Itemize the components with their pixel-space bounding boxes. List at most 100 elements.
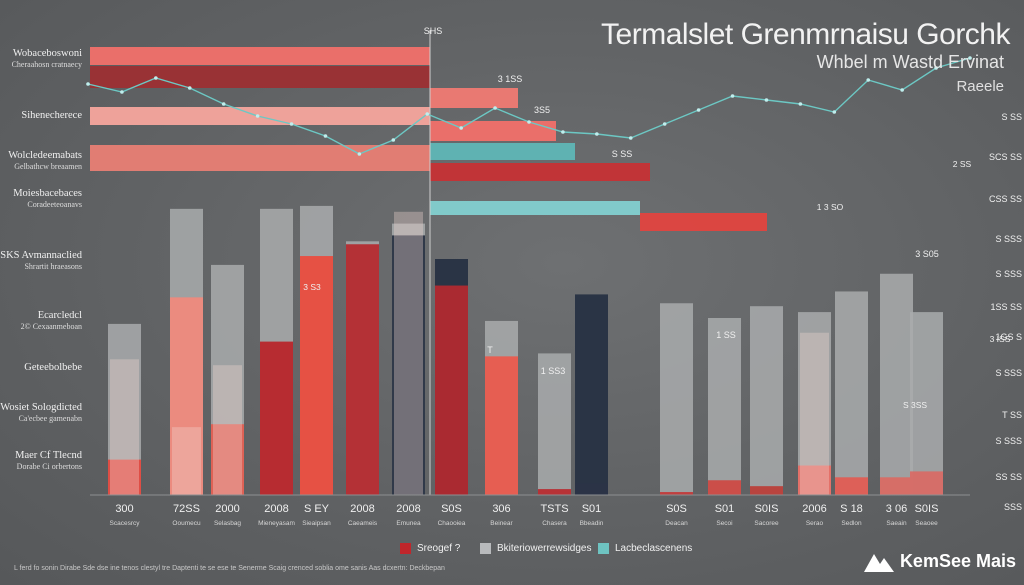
- brand-name: KemSee Mais: [899, 550, 1016, 571]
- trend-point-22: [798, 102, 803, 106]
- trend-point-27: [968, 56, 972, 60]
- hbar-5: [430, 121, 556, 141]
- footnote: L ferd fo sonin Dirabe Sde dse ine tenos…: [14, 565, 445, 572]
- row-label-sub: Cheraahosn cratnaecy: [11, 60, 82, 69]
- bar-grey-10: [538, 353, 571, 495]
- x-sublabel-13: Secoi: [716, 520, 732, 527]
- hbar-8: [430, 163, 650, 181]
- trend-point-15: [561, 130, 565, 134]
- row-label-main: Moiesbacebaces: [13, 188, 82, 199]
- bar-grey-11: [575, 294, 608, 495]
- x-tick-14: S0IS: [755, 503, 779, 515]
- x-sublabel-4: Mieneyasam: [258, 520, 295, 527]
- x-sublabel-5: Sieaipsan: [302, 520, 331, 527]
- trend-point-21: [764, 98, 769, 102]
- trend-point-7: [289, 122, 294, 126]
- brand-logo: KemSee Mais: [863, 550, 1016, 572]
- x-sublabel-8: Chaooiea: [438, 520, 466, 527]
- hbar-2: [90, 66, 430, 88]
- trend-point-5: [221, 102, 226, 106]
- right-tick-1: S SS: [1001, 112, 1022, 122]
- chart-subtitle-2: Raeele: [956, 78, 1004, 95]
- x-tick-4: 2008: [264, 503, 288, 515]
- bar-red-17: [880, 477, 913, 495]
- hbar-6: [90, 145, 430, 171]
- trend-point-1: [86, 82, 90, 86]
- x-tick-8: S0S: [441, 503, 462, 515]
- bar-red-14: [750, 486, 783, 495]
- legend-swatch-3: [598, 543, 609, 554]
- row-label-5: SKS Avmannaclied Shrartit hraeasons: [0, 250, 82, 272]
- trend-point-6: [255, 114, 260, 118]
- row-label-sub: Gelbathcw breaamen: [14, 162, 82, 171]
- right-tick-10: S SSS: [995, 436, 1022, 446]
- trend-point-23: [832, 110, 837, 114]
- trend-point-10: [391, 138, 396, 142]
- annotation-4: T: [487, 345, 493, 355]
- trend-point-14: [527, 120, 531, 124]
- row-label-6: Ecarcledcl 2© Cexaanmeboan: [0, 310, 82, 332]
- x-sublabel-11: Bbeadin: [580, 520, 604, 527]
- x-tick-11: S01: [582, 503, 602, 515]
- row-label-main: Geteebolbebe: [24, 362, 82, 373]
- row-label-main: Maer Cf Tlecnd: [15, 450, 82, 461]
- row-label-4: Moiesbacebaces Coradeeteoanavs: [0, 188, 82, 210]
- trend-point-18: [662, 122, 667, 126]
- annotation-6: 1 SS: [716, 330, 736, 340]
- bar-grey-17: [880, 273, 913, 495]
- trend-point-11: [425, 112, 430, 116]
- right-tick-4: S SSS: [995, 234, 1022, 244]
- chart-title: Termalslet Grenmrnaisu Gorchk: [601, 18, 1010, 51]
- bar-red-9: [485, 356, 518, 495]
- x-tick-15: 2006: [802, 503, 826, 515]
- x-tick-12: S0S: [666, 503, 687, 515]
- bar-overlay-4: [394, 211, 423, 496]
- bar-red-15: [798, 465, 831, 495]
- x-sublabel-9: Beinear: [490, 520, 513, 527]
- x-sublabel-10: Chasera: [542, 520, 567, 527]
- x-sublabel-12: Deacan: [665, 520, 688, 527]
- bar-grey-16: [835, 291, 868, 495]
- bar-overlay-2: [172, 427, 201, 495]
- row-label-sub: Dorabe Ci orbertons: [16, 462, 82, 471]
- x-tick-16: S 18: [840, 503, 863, 515]
- right-tick-12: SSS: [1004, 502, 1022, 512]
- brand-icon: [863, 554, 894, 572]
- x-tick-2: 72SS: [173, 503, 200, 515]
- trend-point-2: [120, 90, 124, 94]
- bar-red-5: [300, 256, 333, 495]
- right-tick-6: 1SS SS: [990, 302, 1022, 312]
- bar-grey-14: [750, 306, 783, 495]
- row-label-sub: Shrartit hraeasons: [24, 262, 82, 271]
- x-sublabel-15: Serao: [806, 520, 824, 527]
- bar-red-7: [392, 235, 425, 495]
- trend-point-25: [900, 88, 904, 92]
- bar-red-18: [910, 471, 943, 495]
- bar-grey-13: [708, 318, 741, 495]
- x-sublabel-2: Ooumecu: [172, 520, 201, 527]
- trend-point-12: [459, 126, 463, 130]
- x-tick-3: 2000: [215, 503, 239, 515]
- value-label-4: S 3SS: [903, 400, 927, 410]
- row-label-main: Wosiet Sologdicted: [0, 402, 82, 413]
- x-sublabel-1: Scacesrcy: [110, 520, 141, 527]
- x-tick-9: 306: [492, 503, 510, 515]
- row-label-main: Sihenecherece: [21, 110, 82, 121]
- row-label-1: Wobaceboswoni Cheraahosn cratnaecy: [0, 48, 82, 70]
- legend-swatch-2: [480, 543, 491, 554]
- legend-swatch-1: [400, 543, 411, 554]
- annotation-7: S SS: [612, 149, 633, 159]
- right-tick-11: SS SS: [995, 472, 1022, 482]
- x-tick-7: 2008: [396, 503, 420, 515]
- trend-point-17: [628, 136, 633, 140]
- vertical-bars-group: [90, 205, 970, 496]
- bar-overlay-5: [800, 332, 829, 495]
- row-label-3: Wolcledeemabats Gelbathcw breaamen: [0, 150, 82, 172]
- row-label-sub: Coradeeteoanavs: [27, 200, 82, 209]
- bar-red-6: [346, 244, 379, 495]
- right-tick-5: S SSS: [995, 269, 1022, 279]
- x-sublabel-7: Emunea: [396, 520, 421, 527]
- annotation-5: 1 SS3: [541, 366, 566, 376]
- bar-red-13: [708, 480, 741, 495]
